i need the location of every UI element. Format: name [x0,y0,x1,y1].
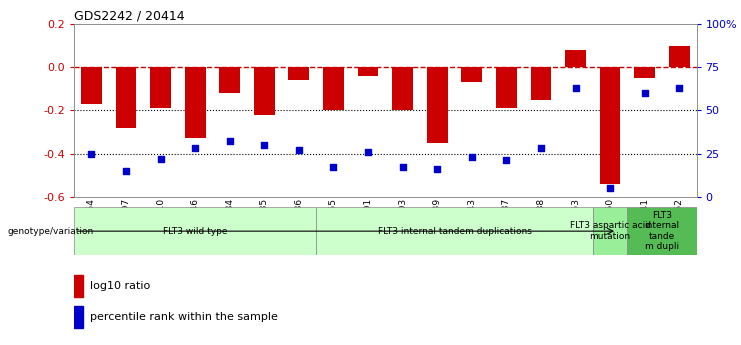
Text: percentile rank within the sample: percentile rank within the sample [90,312,278,322]
Point [674,85,685,91]
Bar [531,67,551,100]
Bar [593,207,628,255]
Point [155,156,167,161]
Bar [462,67,482,82]
Point [604,185,616,191]
Text: log10 ratio: log10 ratio [90,281,150,291]
Point [224,139,236,144]
Bar [565,50,586,67]
Bar [116,67,136,128]
Point [189,146,201,151]
Bar [219,67,240,93]
Bar [358,67,379,76]
Point [85,151,97,156]
Point [328,165,339,170]
Bar [81,67,102,104]
Point [120,168,132,174]
Bar [150,67,171,108]
Bar [316,207,593,255]
Point [362,149,374,155]
Text: FLT3
internal
tande
m dupli: FLT3 internal tande m dupli [645,211,679,251]
Point [639,90,651,96]
Bar [288,67,309,80]
Bar [323,67,344,110]
Bar [496,67,516,108]
Point [293,147,305,153]
Bar [628,207,697,255]
Bar [185,67,205,138]
Bar [599,67,620,184]
Bar [74,306,84,328]
Text: FLT3 wild type: FLT3 wild type [163,227,227,236]
Text: FLT3 internal tandem duplications: FLT3 internal tandem duplications [378,227,531,236]
Bar [74,207,316,255]
Text: GDS2242 / 20414: GDS2242 / 20414 [74,10,185,23]
Bar [669,46,690,67]
Bar [254,67,275,115]
Bar [634,67,655,78]
Bar [427,67,448,143]
Point [396,165,408,170]
Text: genotype/variation: genotype/variation [7,227,93,236]
Point [570,85,582,91]
Bar [392,67,413,110]
Point [431,166,443,172]
Bar [74,275,84,297]
Point [466,154,478,160]
Point [535,146,547,151]
Point [259,142,270,148]
Text: FLT3 aspartic acid
mutation: FLT3 aspartic acid mutation [570,221,651,241]
Point [500,158,512,163]
